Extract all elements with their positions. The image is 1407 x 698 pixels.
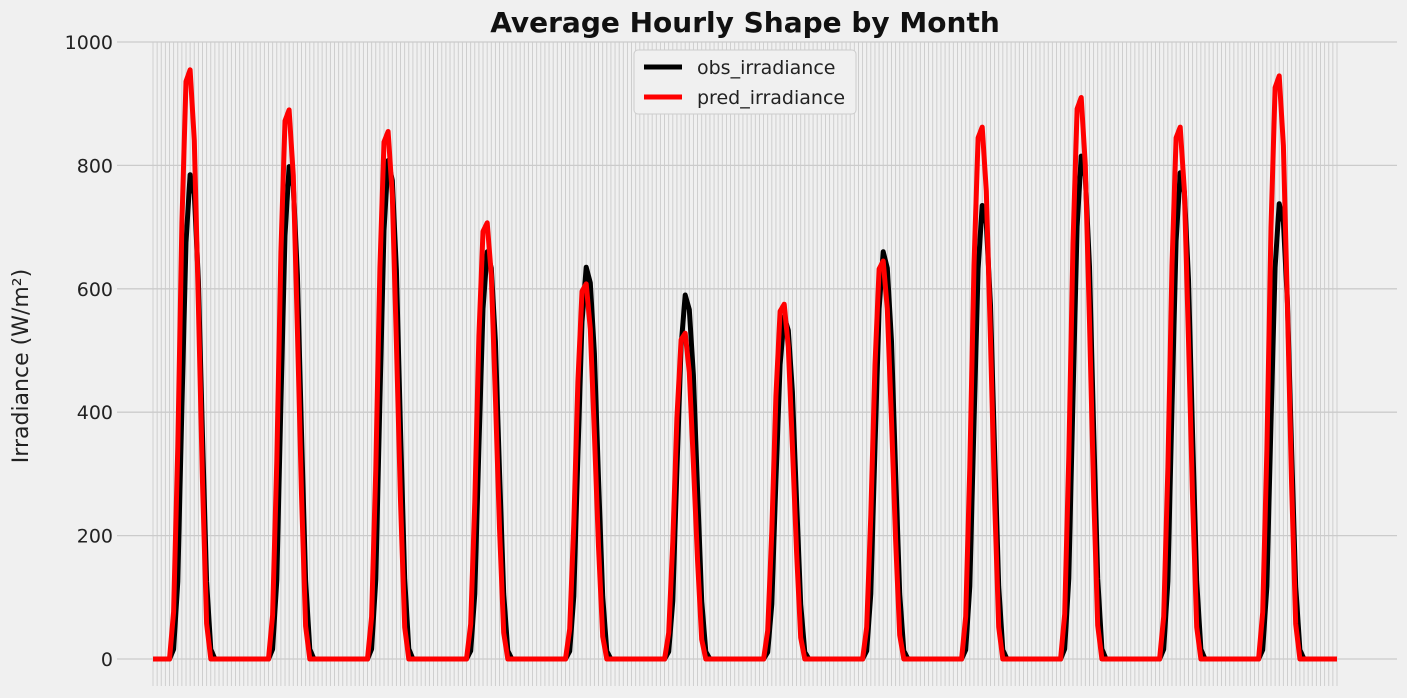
y-tick-label: 600 bbox=[77, 279, 113, 301]
legend-box bbox=[633, 49, 857, 115]
y-tick-label: 200 bbox=[77, 526, 113, 548]
y-axis-label: Irradiance (W/m²) bbox=[9, 269, 34, 463]
legend-label: pred_irradiance bbox=[697, 87, 845, 109]
y-tick-label: 0 bbox=[101, 649, 113, 671]
series-line-pred-irradiance bbox=[153, 67, 1337, 662]
legend-label: obs_irradiance bbox=[697, 57, 835, 79]
series-lines bbox=[153, 67, 1337, 662]
chart-title: Average Hourly Shape by Month bbox=[490, 6, 1000, 39]
y-axis-ticks: 0 200 400 600 800 1000 bbox=[65, 32, 113, 671]
y-tick-label: 400 bbox=[77, 402, 113, 424]
y-tick-label: 800 bbox=[77, 155, 113, 177]
horizontal-grid bbox=[117, 41, 1397, 660]
y-tick-label: 1000 bbox=[65, 32, 113, 54]
legend: obs_irradiance pred_irradiance bbox=[633, 49, 857, 115]
